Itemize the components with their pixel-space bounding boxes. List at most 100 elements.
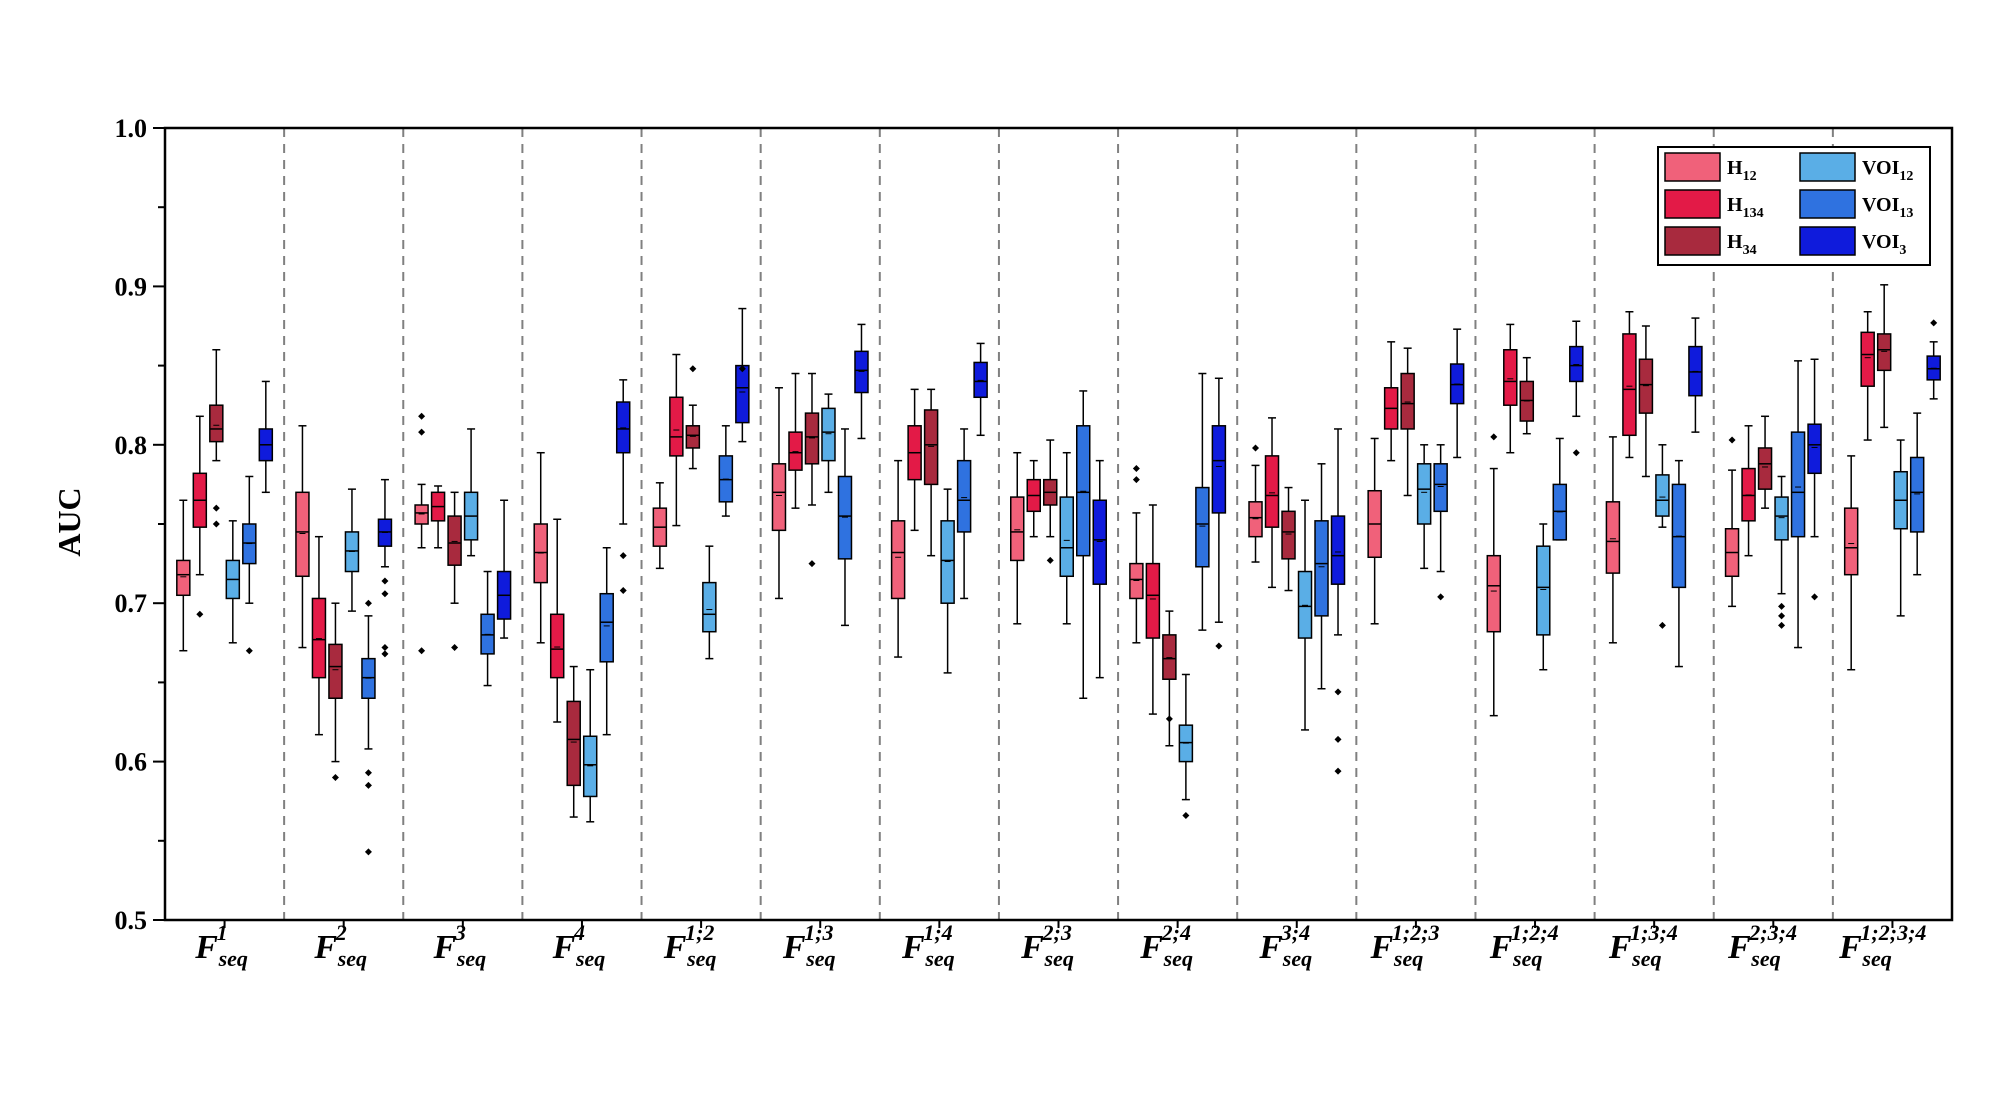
x-tick-label-subscript: seq (1512, 946, 1542, 971)
x-tick-label-5: F (663, 929, 687, 966)
box-VOI12-13 (1655, 444, 1670, 629)
x-tick-label-superscript: 1;2 (685, 920, 714, 945)
box-VOI13-4 (599, 547, 614, 736)
outlier-point (245, 647, 253, 655)
box-body (771, 463, 787, 532)
x-tick-label-11: F (1370, 929, 1394, 966)
box-body (1790, 431, 1806, 538)
box-body (1638, 358, 1654, 414)
x-tick-label-10: F (1258, 929, 1282, 966)
x-tick-label-subscript: seq (924, 946, 954, 971)
x-tick-label-superscript: 2;4 (1161, 920, 1191, 945)
outlier-point (1182, 811, 1190, 819)
legend-swatch (1664, 152, 1721, 182)
legend-item-VOI13: VOI13 (1799, 189, 1913, 221)
outlier-point (212, 504, 220, 512)
series-VOI3 (258, 307, 1941, 775)
legend-item-H34: H34 (1664, 226, 1757, 258)
outlier-point (1490, 433, 1498, 441)
box-VOI12-6 (821, 393, 836, 494)
box-body (854, 350, 869, 394)
box-body (735, 364, 750, 424)
box-H34-9 (1162, 610, 1177, 747)
outlier-point (364, 781, 372, 789)
outlier-point (418, 412, 426, 420)
box-VOI3-6 (854, 323, 869, 440)
x-tick-label-superscript: 2;3 (1042, 920, 1072, 945)
box-H134-3 (430, 485, 446, 549)
x-tick-label-2: F (313, 929, 337, 966)
legend-item-VOI3: VOI3 (1799, 226, 1906, 258)
box-VOI13-2 (361, 599, 376, 856)
box-VOI13-14 (1790, 360, 1806, 649)
x-tick-label-15: F (1838, 929, 1862, 966)
box-H134-7 (907, 388, 922, 532)
box-VOI13-10 (1314, 463, 1329, 690)
box-body (566, 700, 581, 787)
box-body (1774, 496, 1789, 541)
outlier-point (1334, 767, 1342, 775)
x-tick-label-subscript: seq (1163, 946, 1193, 971)
box-H34-1 (209, 349, 224, 528)
box-H34-3 (447, 491, 462, 652)
box-body (956, 459, 972, 533)
x-tick-label-subscript: seq (337, 946, 367, 971)
x-tick-label-superscript: 1;4 (923, 920, 952, 945)
box-VOI3-15 (1926, 319, 1941, 400)
box-VOI3-9 (1211, 377, 1227, 650)
box-H134-9 (1145, 504, 1161, 715)
legend-swatch (1664, 189, 1721, 219)
box-body (615, 401, 631, 454)
box-body (1569, 345, 1584, 383)
outlier-point (1132, 465, 1140, 473)
box-VOI3-11 (1449, 328, 1465, 459)
x-tick-label-subscript: seq (1044, 946, 1074, 971)
box-body (1211, 425, 1227, 514)
outlier-point (619, 552, 627, 560)
outlier-point (1658, 621, 1666, 629)
box-body (1486, 554, 1502, 633)
outlier-point (418, 428, 426, 436)
box-body (1536, 545, 1551, 636)
box-series (176, 284, 1941, 856)
box-H34-14 (1757, 415, 1773, 509)
x-tick-label-subscript: seq (1631, 946, 1661, 971)
box-H12-8 (1010, 451, 1025, 625)
box-H134-8 (1026, 459, 1041, 538)
box-VOI3-7 (973, 342, 988, 437)
box-body (685, 425, 701, 449)
y-tick-label: 0.8 (115, 431, 148, 460)
box-VOI3-8 (1092, 459, 1107, 679)
x-tick-label-6: F (782, 929, 806, 966)
box-body (1195, 486, 1210, 568)
box-body (1860, 331, 1875, 387)
box-body (1092, 499, 1107, 585)
y-tick-label: 0.9 (115, 272, 148, 301)
outlier-point (1165, 715, 1173, 723)
box-H134-11 (1383, 341, 1399, 462)
box-VOI3-2 (377, 478, 393, 658)
box-body (973, 361, 988, 399)
box-VOI3-10 (1330, 428, 1346, 775)
box-body (1076, 425, 1091, 557)
x-tick-label-superscript: 1;2;4 (1511, 920, 1559, 945)
box-H12-9 (1129, 465, 1144, 644)
box-H12-10 (1248, 444, 1263, 563)
x-tick-label-subscript: seq (575, 946, 605, 971)
box-body (1433, 463, 1448, 513)
y-tick-label: 0.6 (115, 748, 148, 777)
box-VOI13-15 (1909, 412, 1925, 576)
box-body (702, 581, 717, 633)
box-body (890, 520, 906, 600)
box-H12-11 (1367, 437, 1382, 625)
box-VOI3-13 (1688, 317, 1703, 433)
outlier-point (381, 650, 389, 658)
outlier-point (689, 365, 697, 373)
box-H34-5 (685, 365, 701, 470)
series-VOI13 (242, 360, 1925, 856)
x-tick-label-3: F (432, 929, 456, 966)
outlier-point (808, 560, 816, 568)
box-H34-7 (923, 388, 939, 557)
box-body (599, 592, 614, 663)
